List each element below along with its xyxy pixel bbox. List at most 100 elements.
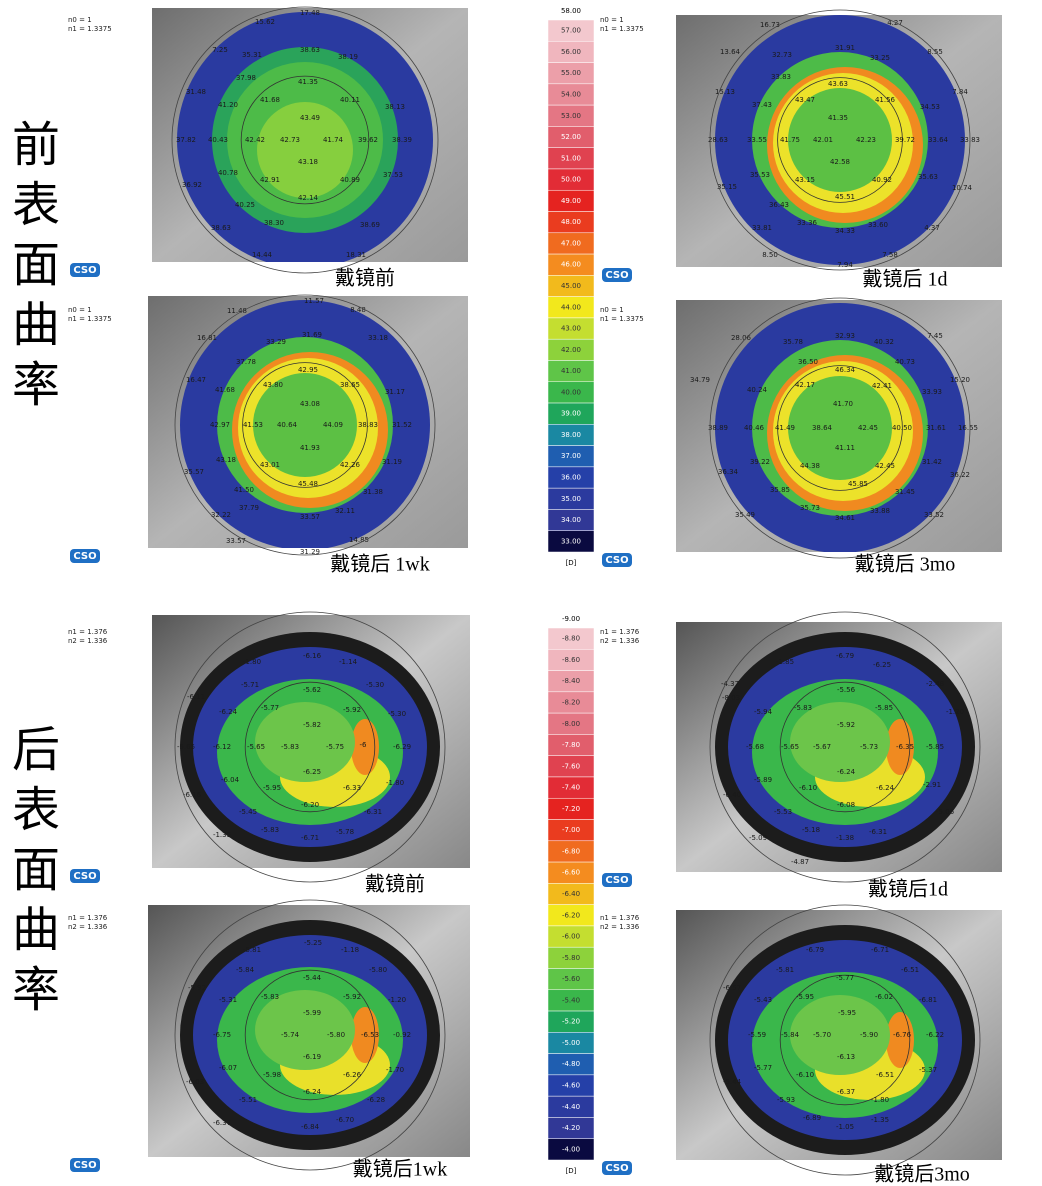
map-value: -6.24 <box>303 1088 322 1096</box>
map-value: -6.71 <box>871 946 889 954</box>
map-value: 32.11 <box>335 507 355 515</box>
section-label: 后表面曲率 <box>12 724 60 1017</box>
map-value: -2.91 <box>923 781 941 789</box>
map-value: 33.57 <box>300 513 320 521</box>
map-value: -5.59 <box>748 1031 766 1039</box>
map-value: -5.89 <box>754 776 772 784</box>
map-value: -5.99 <box>303 1009 321 1017</box>
map-value: 16.81 <box>197 334 217 342</box>
map-value: 46.34 <box>835 366 856 374</box>
scale-label: 50.00 <box>561 176 581 184</box>
map-value: 35.73 <box>800 504 820 512</box>
map-value: 41.74 <box>323 136 344 144</box>
scale-label: 52.00 <box>561 133 581 141</box>
map-value: -5.31 <box>219 996 237 1004</box>
map-value: 42.42 <box>245 136 265 144</box>
map-value: 40.32 <box>874 338 894 346</box>
map-value: -6.29 <box>393 743 411 751</box>
map-value: -6.02 <box>875 993 893 1001</box>
map-value: 34.61 <box>835 514 855 522</box>
scale-label: -5.80 <box>562 954 580 962</box>
map-value: -6.13 <box>837 1053 855 1061</box>
map-value: -2.48 <box>926 680 944 688</box>
map-value: -6.35 <box>896 743 914 751</box>
map-value: -5.30 <box>388 710 406 718</box>
map-value: 31.45 <box>895 488 915 496</box>
map-value: 38.63 <box>211 224 231 232</box>
map-value: 41.49 <box>775 424 795 432</box>
map-value: -6.16 <box>183 791 202 799</box>
map-value: 31.48 <box>186 88 206 96</box>
map-value: 33.83 <box>771 73 791 81</box>
map-value: 39.72 <box>895 136 915 144</box>
scale-label: 36.00 <box>561 474 581 482</box>
map-value: -6.31 <box>364 808 382 816</box>
map-value: 41.35 <box>828 114 848 122</box>
map-value: -6.37 <box>213 1119 231 1127</box>
map-value: -5.83 <box>261 993 279 1001</box>
map-value: 33.25 <box>870 54 890 62</box>
map-value: -5.85 <box>926 743 944 751</box>
map-value: -5.77 <box>754 1064 772 1072</box>
map-value: -6.24 <box>837 768 856 776</box>
refractive-index: n1 = 1.376 <box>68 914 108 922</box>
map-value: 31.69 <box>302 331 322 339</box>
map-value: 36.50 <box>798 358 818 366</box>
map-value: 14.44 <box>252 251 273 259</box>
map-value: 35.49 <box>735 511 755 519</box>
map-value: -5.44 <box>723 1078 742 1086</box>
scale-label: 47.00 <box>561 239 581 247</box>
map-value: -5.84 <box>236 966 255 974</box>
map-value: -5.95 <box>263 784 281 792</box>
scale-label: -8.40 <box>562 677 580 685</box>
map-value: 33.36 <box>797 219 818 227</box>
map-value: -5.43 <box>754 996 772 1004</box>
map-value: -5.68 <box>746 743 764 751</box>
map-value: -6.28 <box>367 1096 385 1104</box>
map-value: 37.53 <box>383 171 403 179</box>
scale-top-label: 58.00 <box>561 7 581 15</box>
refractive-index: n1 = 1.3375 <box>600 315 644 323</box>
scale-label: 45.00 <box>561 282 581 290</box>
section-label: 前表面曲率 <box>12 119 60 412</box>
map-value: 40.11 <box>340 96 360 104</box>
map-value: -5.98 <box>263 1071 281 1079</box>
map-value: -1.80 <box>243 658 261 666</box>
map-value: -6.22 <box>926 1031 944 1039</box>
map-value: -6.71 <box>301 834 319 842</box>
map-value: 8.55 <box>927 48 943 56</box>
panel-caption: 戴镜后1d <box>868 878 948 901</box>
map-value: -4.37 <box>721 680 739 688</box>
scale-label: 37.00 <box>561 452 581 460</box>
map-value: 42.97 <box>210 421 230 429</box>
map-value: 17.48 <box>300 9 320 17</box>
map-value: 33.60 <box>868 221 888 229</box>
map-value: 33.88 <box>870 507 890 515</box>
panel-caption: 戴镜后3mo <box>874 1163 970 1186</box>
map-value: 43.47 <box>795 96 815 104</box>
map-value: -5.83 <box>261 826 279 834</box>
map-value: 38.39 <box>392 136 412 144</box>
map-value: -6.10 <box>799 784 817 792</box>
refractive-index: n1 = 1.376 <box>600 914 640 922</box>
map-value: 37.78 <box>236 358 256 366</box>
map-value: 43.01 <box>260 461 280 469</box>
map-value: 45.51 <box>835 193 855 201</box>
scale-label: -8.80 <box>562 635 580 643</box>
map-value: 36.92 <box>182 181 202 189</box>
map-value: -5.74 <box>281 1031 300 1039</box>
map-value: 31.17 <box>385 388 405 396</box>
map-value: 38.19 <box>338 53 358 61</box>
map-value: 41.70 <box>833 400 853 408</box>
map-value: 43.63 <box>828 80 848 88</box>
map-value: -5.81 <box>776 966 794 974</box>
map-value: 41.75 <box>780 136 800 144</box>
map-value: 8.50 <box>762 251 778 259</box>
map-value: -6.16 <box>303 652 322 660</box>
map-value: 42.23 <box>856 136 876 144</box>
scale-label: -7.60 <box>562 762 580 770</box>
map-value: 18.31 <box>346 251 366 259</box>
map-value: 28.63 <box>708 136 728 144</box>
map-value: 8.48 <box>350 306 366 314</box>
map-value: -5.53 <box>774 808 792 816</box>
